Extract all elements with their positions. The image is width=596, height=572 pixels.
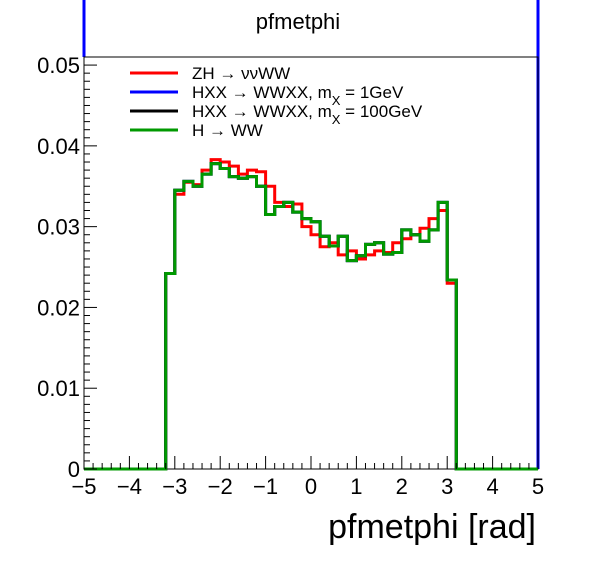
x-tick-label: −3 [162, 474, 187, 499]
legend: ZH → ννWW HXX → WWXX, mX = 1GeV HXX → WW… [130, 64, 423, 140]
x-tick-label: −1 [253, 474, 278, 499]
x-tick-label: −4 [117, 474, 142, 499]
series-line-0 [84, 158, 538, 471]
series-line-3 [84, 162, 538, 471]
legend-label-2: HXX → WWXX, mX = 100GeV [192, 102, 423, 127]
y-tick-label: 0.02 [37, 295, 80, 320]
y-tick-label: 0.01 [37, 376, 80, 401]
axis-layer: −5 −4 −3 −2 −1 0 1 2 3 4 5 0 0.01 0.02 0.03 0.04 0.05 [37, 53, 544, 499]
x-tick-label: 2 [396, 474, 408, 499]
legend-label-1-main: HXX → WWXX, m [192, 83, 332, 102]
x-tick-label: 0 [305, 474, 317, 499]
legend-label-2-main: HXX → WWXX, m [192, 102, 332, 121]
y-tick-label: 0 [68, 457, 80, 482]
x-tick-label: 4 [486, 474, 498, 499]
x-axis-title: pfmetphi [rad] [328, 508, 536, 546]
legend-label-2-sub: X [332, 112, 341, 127]
y-tick-label: 0.05 [37, 53, 80, 78]
x-tick-label: 3 [441, 474, 453, 499]
series-line-1 [84, 162, 538, 471]
legend-label-3: H → WW [192, 121, 263, 140]
legend-label-2-suffix: = 100GeV [340, 102, 422, 121]
legend-label-1: HXX → WWXX, mX = 1GeV [192, 83, 404, 108]
histogram-layer [84, 158, 538, 471]
x-tick-label: 1 [350, 474, 362, 499]
legend-label-1-suffix: = 1GeV [340, 83, 404, 102]
x-tick-label: −5 [71, 474, 96, 499]
legend-label-1-sub: X [332, 93, 341, 108]
y-tick-label: 0.04 [37, 134, 80, 159]
y-tick-label: 0.03 [37, 215, 80, 240]
series-line-2 [84, 162, 538, 471]
x-tick-label: −2 [208, 474, 233, 499]
legend-label-0: ZH → ννWW [192, 64, 290, 83]
chart-title: pfmetphi [256, 9, 340, 34]
x-tick-label: 5 [532, 474, 544, 499]
